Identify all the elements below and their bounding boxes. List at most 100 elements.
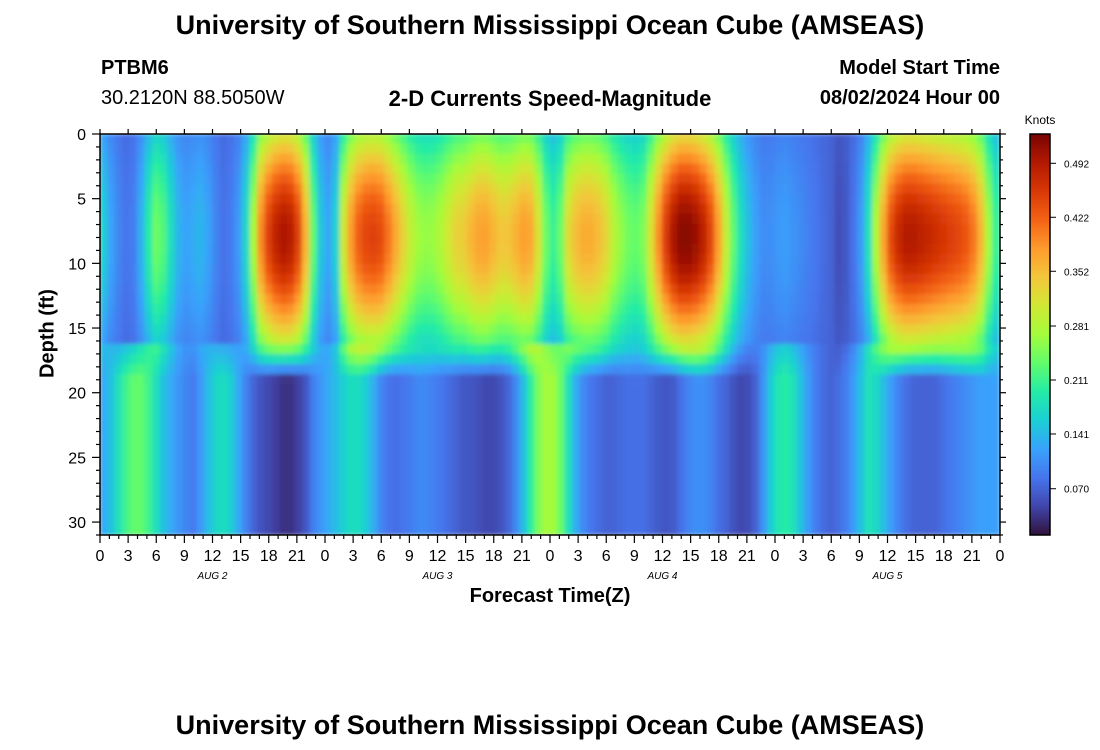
x-tick-label: 9 xyxy=(180,548,189,565)
heatmap-cell xyxy=(377,163,386,175)
x-axis-label: Forecast Time(Z) xyxy=(469,585,631,607)
heatmap-cell xyxy=(100,424,108,436)
heatmap-cell xyxy=(114,434,123,446)
heatmap-cell xyxy=(182,414,191,426)
heatmap-cell xyxy=(842,323,851,336)
heatmap-cell xyxy=(774,424,783,436)
heatmap-cell xyxy=(857,354,866,366)
heatmap-cell xyxy=(654,253,663,265)
heatmap-cell xyxy=(452,504,461,516)
heatmap-cell xyxy=(167,193,176,205)
heatmap-cell xyxy=(317,203,326,215)
heatmap-cell xyxy=(467,213,476,225)
heatmap-cell xyxy=(857,494,866,506)
heatmap-cell xyxy=(197,134,206,145)
heatmap-cell xyxy=(302,404,311,416)
heatmap-cell xyxy=(879,213,888,225)
heatmap-cell xyxy=(197,303,206,315)
heatmap-cell xyxy=(407,504,416,516)
heatmap-cell xyxy=(579,344,588,356)
heatmap-cell xyxy=(654,424,663,436)
heatmap-cell xyxy=(234,163,243,175)
heatmap-cell xyxy=(527,283,536,295)
heatmap-cell xyxy=(512,404,521,416)
heatmap-cell xyxy=(752,173,761,185)
heatmap-cell xyxy=(414,494,423,506)
heatmap-cell xyxy=(594,424,603,436)
heatmap-cell xyxy=(879,303,888,315)
heatmap-cell xyxy=(947,414,956,426)
heatmap-cell xyxy=(144,354,153,366)
heatmap-cell xyxy=(497,414,506,426)
heatmap-cell xyxy=(714,233,723,245)
heatmap-cell xyxy=(287,464,296,476)
heatmap-cell xyxy=(609,404,618,416)
heatmap-cell xyxy=(159,434,168,446)
heatmap-cell xyxy=(932,213,941,225)
heatmap-cell xyxy=(654,384,663,396)
heatmap-cell xyxy=(174,153,183,165)
heatmap-cell xyxy=(947,434,956,446)
heatmap-cell xyxy=(242,193,251,205)
heatmap-cell xyxy=(122,444,131,456)
heatmap-cell xyxy=(444,374,453,386)
heatmap-cell xyxy=(369,253,378,265)
heatmap-cell xyxy=(887,354,896,366)
heatmap-cell xyxy=(459,313,468,325)
heatmap-cell xyxy=(752,163,761,175)
heatmap-cell xyxy=(519,494,528,506)
heatmap-cell xyxy=(377,384,386,396)
heatmap-cell xyxy=(407,233,416,245)
heatmap-cell xyxy=(632,434,641,446)
heatmap-cell xyxy=(894,173,903,185)
heatmap-cell xyxy=(504,293,513,305)
heatmap-cell xyxy=(819,504,828,516)
heatmap-cell xyxy=(527,474,536,486)
x-tick-label: 3 xyxy=(799,548,808,565)
heatmap-cell xyxy=(744,414,753,426)
heatmap-cell xyxy=(497,454,506,466)
heatmap-cell xyxy=(602,364,611,376)
heatmap-cell xyxy=(834,203,843,215)
heatmap-cell xyxy=(100,223,108,235)
heatmap-cell xyxy=(392,253,401,265)
heatmap-cell xyxy=(369,434,378,446)
heatmap-cell xyxy=(422,434,431,446)
heatmap-cell xyxy=(182,173,191,185)
heatmap-cell xyxy=(872,334,881,346)
heatmap-cell xyxy=(392,283,401,295)
heatmap-cell xyxy=(242,213,251,225)
heatmap-cell xyxy=(714,364,723,376)
heatmap-cell xyxy=(444,444,453,456)
heatmap-cell xyxy=(429,414,438,426)
heatmap-cell xyxy=(812,394,821,406)
heatmap-cell xyxy=(414,283,423,295)
heatmap-cell xyxy=(129,424,138,436)
heatmap-cell xyxy=(182,163,191,175)
heatmap-cell xyxy=(609,354,618,366)
heatmap-cell xyxy=(204,253,213,265)
heatmap-cell xyxy=(744,163,753,175)
heatmap-cell xyxy=(699,223,708,235)
heatmap-cell xyxy=(894,233,903,245)
heatmap-cell xyxy=(324,283,333,295)
heatmap-cell xyxy=(587,344,596,356)
heatmap-cell xyxy=(549,394,558,406)
heatmap-cell xyxy=(444,414,453,426)
heatmap-cell xyxy=(197,223,206,235)
heatmap-cell xyxy=(212,173,221,185)
heatmap-cell xyxy=(714,163,723,175)
heatmap-cell xyxy=(887,153,896,165)
heatmap-cell xyxy=(512,414,521,426)
heatmap-cell xyxy=(384,263,393,275)
heatmap-cell xyxy=(767,193,776,205)
heatmap-cell xyxy=(722,243,731,255)
heatmap-cell xyxy=(887,464,896,476)
x-tick-label: 21 xyxy=(738,548,756,565)
heatmap-cell xyxy=(737,134,746,145)
heatmap-cell xyxy=(399,474,408,486)
heatmap-cell xyxy=(639,414,648,426)
heatmap-cell xyxy=(279,163,288,175)
heatmap-cell xyxy=(834,134,843,145)
heatmap-cell xyxy=(849,303,858,315)
